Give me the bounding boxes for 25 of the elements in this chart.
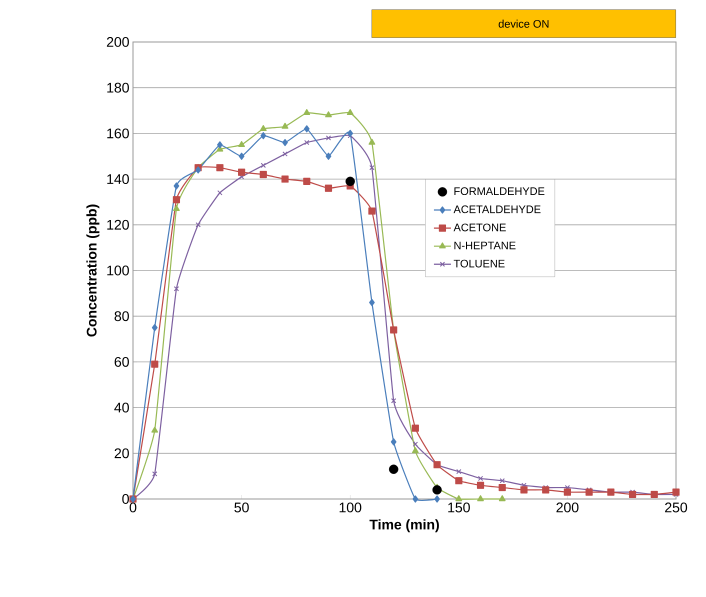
legend-label: ACETALDEHYDE — [454, 205, 541, 214]
legend-label: FORMALDEHYDE — [454, 187, 544, 196]
y-tick-label: 120 — [107, 220, 129, 230]
text: device ON — [498, 20, 548, 28]
legend-label: TOLUENE — [454, 260, 505, 268]
x-tick-label: 200 — [556, 502, 578, 512]
x-axis-title: Time (min) — [370, 519, 439, 532]
x-tick-label: 100 — [340, 502, 362, 512]
x-tick-label: 50 — [234, 502, 249, 512]
y-tick-label: 20 — [114, 448, 129, 458]
y-tick-label: 100 — [107, 266, 129, 276]
y-tick-label: 0 — [122, 494, 129, 504]
legend-label: N-HEPTANE — [454, 242, 516, 250]
y-tick-label: 80 — [114, 311, 129, 322]
legend-label: ACETONE — [454, 224, 506, 232]
y-tick-label: 40 — [114, 402, 129, 413]
y-tick-label: 160 — [107, 128, 129, 138]
y-tick-label: 60 — [114, 356, 129, 367]
y-tick-label: 180 — [107, 82, 129, 93]
y-tick-label: 200 — [106, 37, 129, 47]
x-tick-label: 150 — [448, 502, 470, 512]
y-tick-label: 140 — [107, 174, 129, 184]
x-tick-label: 0 — [130, 502, 136, 512]
y-axis-title: Concentration (ppb) — [86, 204, 100, 337]
x-tick-label: 250 — [665, 502, 688, 512]
